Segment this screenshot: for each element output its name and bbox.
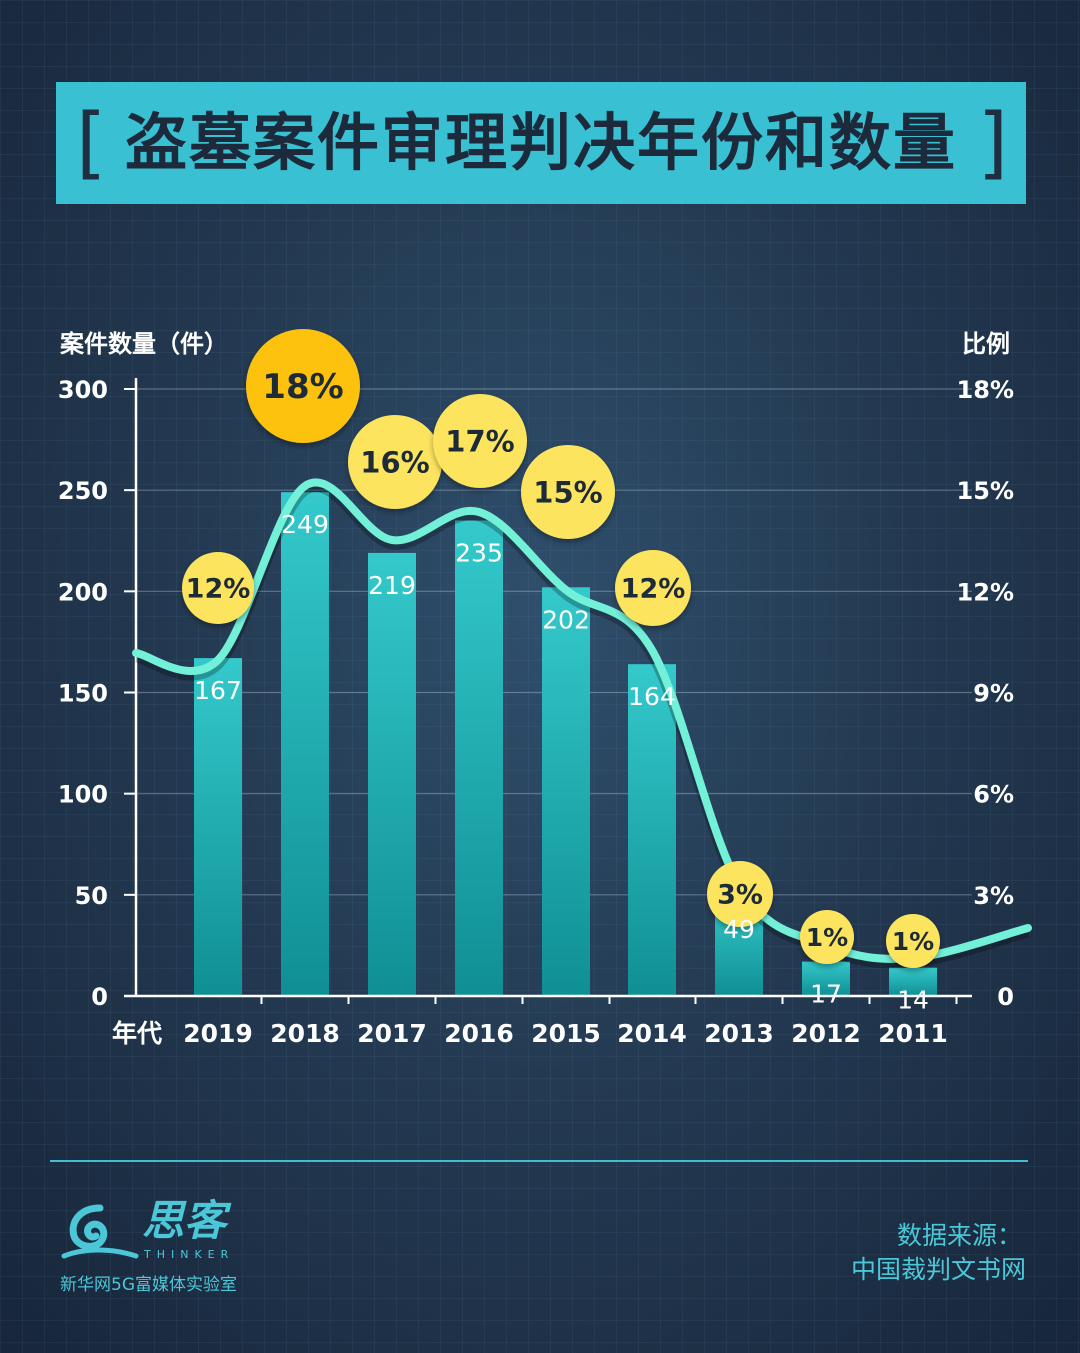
x-tick-label: 2013: [704, 1019, 774, 1048]
y2-tick-label: 3%: [973, 882, 1014, 910]
y2-tick-label: 15%: [957, 477, 1014, 505]
title-bracket-right: ]: [977, 98, 1008, 188]
ratio-badge-label: 1%: [806, 923, 848, 952]
logo-organization: 新华网5G富媒体实验室: [60, 1275, 237, 1295]
x-tick-label: 2018: [270, 1019, 340, 1048]
bar-value-label: 219: [368, 571, 416, 600]
x-tick-label: 2016: [444, 1019, 514, 1048]
ratio-badge-label: 15%: [533, 475, 602, 509]
bar-line-chart: 12% 18% 16% 17% 15% 12% 3% 1% 1% 0 50 100 150 200 250…: [58, 329, 1032, 1048]
ratio-badge-label: 12%: [186, 574, 251, 605]
ratio-badge-label: 12%: [621, 574, 686, 605]
bar: [889, 967, 937, 996]
bar-value-label: 49: [723, 915, 755, 944]
bar-value-label: 164: [628, 682, 676, 711]
page-title: 盗墓案件审理判决年份和数量: [124, 106, 957, 179]
ratio-badge: [886, 914, 940, 968]
y2-tick-label: 9%: [973, 680, 1014, 708]
y2-tick-label: 6%: [973, 781, 1014, 809]
bar-value-label: 14: [897, 986, 929, 1015]
bar: [194, 658, 242, 996]
x-tick-label: 2019: [183, 1019, 253, 1048]
bar-value-label: 249: [281, 510, 329, 539]
ratio-badge: [521, 445, 615, 539]
bar: [281, 492, 329, 996]
title-bracket-left: [: [76, 98, 107, 188]
ratio-badge-label: 1%: [892, 927, 934, 956]
x-tick-label: 2011: [878, 1019, 948, 1048]
source-label: 数据来源：: [896, 1221, 1022, 1250]
ratio-badge-label: 17%: [445, 424, 514, 458]
ratio-badge: [800, 910, 854, 964]
ratio-badge-label: 3%: [717, 880, 763, 911]
x-tick-label: 2015: [531, 1019, 601, 1048]
ratio-badge: [707, 861, 773, 927]
title-banner: [ 盗墓案件审理判决年份和数量 ]: [56, 82, 1026, 204]
footer-divider: [50, 1160, 1028, 1162]
bar-value-label: 167: [194, 676, 242, 705]
y2-tick-label: 12%: [957, 578, 1014, 606]
bar-value-label: 17: [810, 980, 842, 1009]
bar: [455, 520, 503, 996]
source-value: 中国裁判文书网: [850, 1255, 1026, 1284]
ratio-badge: [433, 394, 527, 488]
bar: [802, 961, 850, 996]
ratio-badge-label: 16%: [360, 445, 429, 479]
x-tick-label: 2014: [617, 1019, 687, 1048]
ratio-badge: [348, 415, 442, 509]
thinker-logo: 思客 THINKER 新华网5G富媒体实验室: [60, 1198, 260, 1298]
y2-tick-label: 18%: [957, 376, 1014, 404]
logo-name: 思客: [142, 1196, 227, 1245]
x-axis-title: 年代: [112, 1019, 162, 1048]
y-tick-label: 100: [58, 781, 108, 809]
y-tick-label: 50: [75, 882, 108, 910]
y-tick-label: 0: [91, 983, 108, 1011]
y-tick-label: 150: [58, 680, 108, 708]
y-axis-title: 案件数量（件）: [59, 330, 228, 358]
y-tick-label: 200: [58, 578, 108, 606]
y2-axis-title: 比例: [962, 330, 1010, 358]
y-tick-label: 300: [58, 376, 108, 404]
bar-value-label: 235: [455, 539, 503, 568]
y2-tick-label: 0: [997, 983, 1014, 1011]
logo-english-name: THINKER: [144, 1248, 235, 1261]
thinker-logo-mark-icon: [61, 1204, 139, 1259]
bar: [542, 587, 590, 996]
bar-value-label: 202: [542, 605, 590, 634]
ratio-badge: [182, 552, 254, 624]
bar: [628, 664, 676, 996]
ratio-badge-label: 18%: [262, 367, 343, 407]
ratio-badge: [615, 550, 691, 626]
x-tick-label: 2017: [357, 1019, 427, 1048]
bar: [368, 552, 416, 996]
ratio-badge: [246, 329, 360, 443]
y-tick-label: 250: [58, 477, 108, 505]
x-tick-label: 2012: [791, 1019, 861, 1048]
